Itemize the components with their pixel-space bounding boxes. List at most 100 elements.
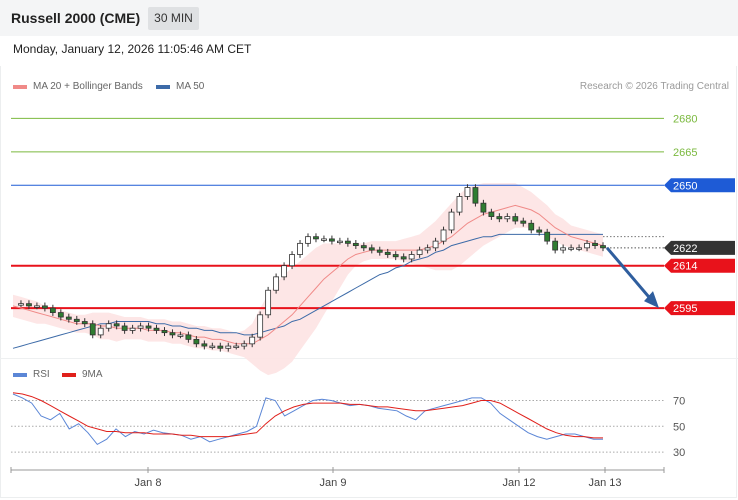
candle [297,242,303,255]
candle [488,211,495,217]
candle [137,325,144,329]
candle [145,325,152,329]
forecast-arrow-line [605,246,651,299]
candle [265,289,272,316]
candle [344,240,351,244]
candle [576,247,582,250]
candle [528,222,535,231]
candle [185,334,192,340]
candle [41,305,48,309]
candle [57,312,64,318]
candle [121,325,128,331]
candle [552,240,559,251]
level-tag-2595 [664,301,735,316]
candle [568,247,575,250]
candle [321,238,327,241]
rsi-swatch [13,372,27,377]
rsi-ma-label: 9MA [82,369,103,380]
rsi-line [12,393,603,446]
rsi-label: RSI [33,369,50,380]
candle [352,242,359,246]
candle [464,187,471,197]
rsi-tick-30: 30 [673,447,685,459]
candle [424,247,431,251]
candle [584,242,590,249]
rsi-tick-50: 50 [673,421,685,433]
ma50-line [12,233,603,349]
candle [153,327,160,331]
candle [305,236,311,244]
candle [161,330,168,334]
candle [97,327,104,336]
candle [129,327,136,331]
candle [544,231,551,242]
level-tag-2650 [664,178,735,193]
candle [249,336,256,345]
rsi-ma-swatch [62,372,76,377]
level-label-2650: 2650 [673,180,697,192]
ma50-swatch [156,84,170,89]
level-label-2614: 2614 [673,261,697,273]
chart-title: Russell 2000 (CME) [11,10,141,26]
candle [201,343,208,347]
candle [440,229,447,242]
chart-frame [0,66,737,498]
candle [400,256,407,260]
level-tag-2622 [664,240,735,255]
candle [416,249,423,255]
candle [65,316,72,320]
level-label-2680: 2680 [673,113,697,125]
candle [73,318,80,322]
candle [233,345,240,348]
candle [504,216,511,220]
forecast-arrow-head [644,291,659,309]
candle [26,303,32,307]
candle [105,323,112,329]
candle [241,343,248,347]
ma20-swatch [13,84,27,89]
rsi-tick-70: 70 [673,395,685,407]
ma20-label: MA 20 + Bollinger Bands [33,81,143,92]
candle [81,321,88,325]
candle [512,216,519,222]
candle [257,314,264,338]
candle [368,247,375,251]
candle [600,245,606,249]
level-label-2595: 2595 [673,303,697,315]
candles [18,184,606,352]
candle [49,307,56,313]
candle [560,247,567,251]
candle [520,220,527,224]
x-tick-jan12: Jan 12 [502,477,536,489]
candle [217,345,224,349]
legend-ma50: MA 50 [156,81,204,92]
candle [384,251,391,255]
candle [336,240,343,244]
candle [177,334,184,337]
candle [392,254,399,258]
candle [89,323,96,336]
candle [193,338,200,345]
level-label-2622: 2622 [673,243,697,255]
x-tick-jan8: Jan 8 [134,477,162,489]
timeframe-badge[interactable]: 30 MIN [148,7,199,30]
level-label-2665: 2665 [673,147,697,159]
candle [448,211,455,231]
rsi-ma-line [12,392,603,439]
candle [209,345,216,348]
candle [592,242,598,246]
x-tick-jan9: Jan 9 [319,477,347,489]
legend-ma20: MA 20 + Bollinger Bands [13,81,143,92]
candle [273,276,280,291]
candle [169,332,176,336]
candle [281,265,287,278]
candle [34,305,40,308]
timestamp: Monday, January 12, 2026 11:05:46 AM CET [13,42,252,56]
candle [225,345,232,349]
candle [536,229,543,233]
level-tag-2614 [664,258,735,273]
candle [480,202,487,213]
candle [289,254,295,267]
candle [408,254,415,260]
